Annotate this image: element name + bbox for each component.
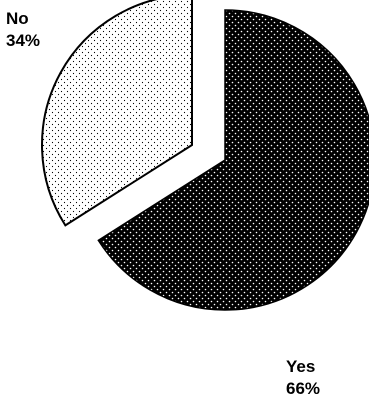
- slice-label-no-name: No: [6, 9, 29, 28]
- slice-label-yes-percent: 66%: [286, 379, 320, 398]
- pie-slice-no: [41, 0, 193, 227]
- slice-label-yes-name: Yes: [286, 357, 315, 376]
- slice-label-no-percent: 34%: [6, 31, 40, 50]
- pie-slice-yes: [97, 9, 369, 311]
